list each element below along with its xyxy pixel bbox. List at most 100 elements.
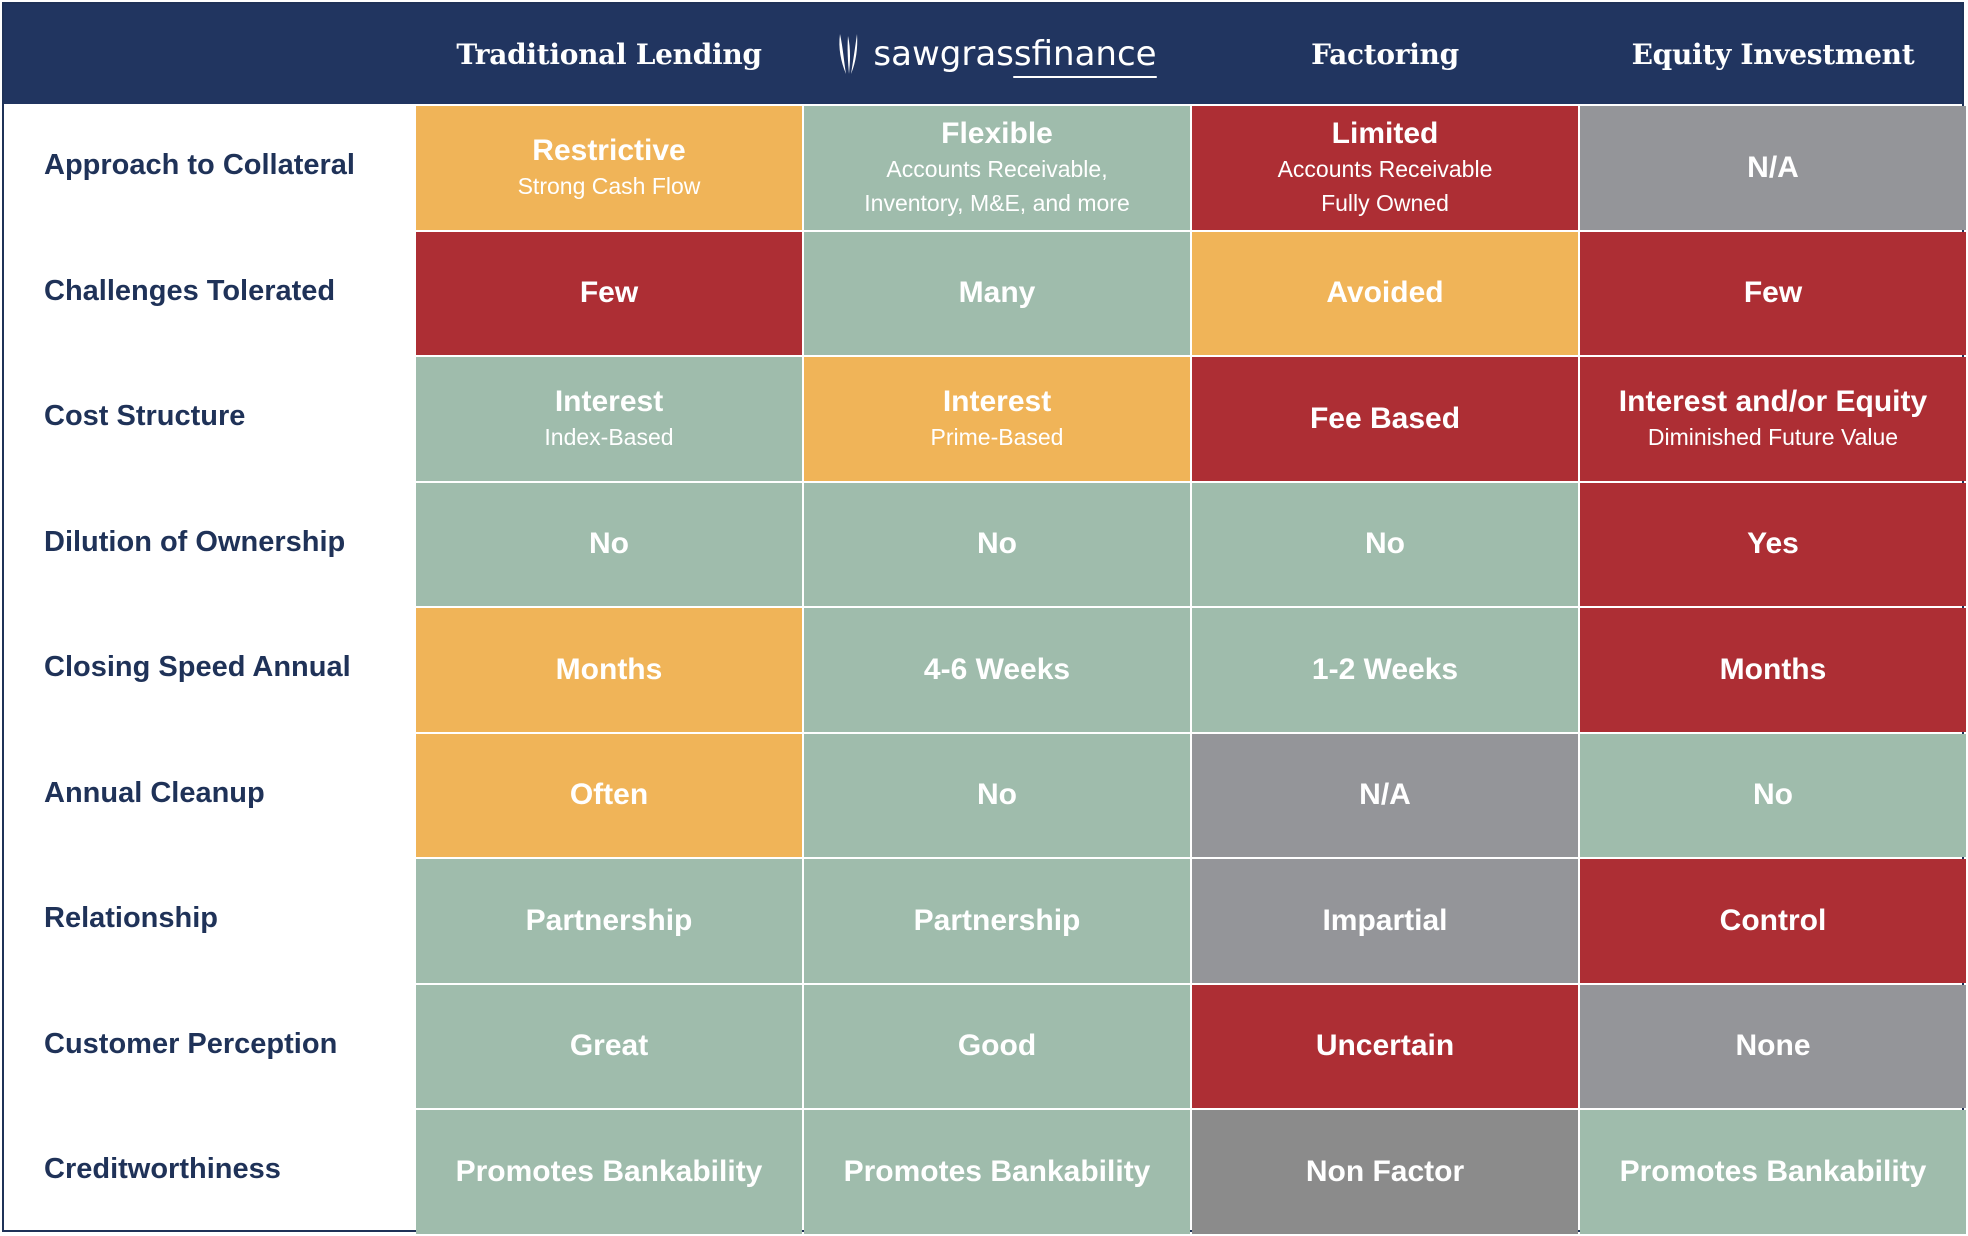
cell-value: Promotes Bankability (843, 1154, 1151, 1188)
cell-value: Non Factor (1305, 1154, 1465, 1188)
cell-value: Few (579, 276, 639, 310)
cell-subtext: Accounts Receivable (1277, 155, 1493, 182)
table-cell: N/A (1192, 733, 1578, 857)
table-cell: 1-2 Weeks (1192, 608, 1578, 732)
table-cell: Great (416, 984, 802, 1108)
cell-value: N/A (1359, 778, 1411, 812)
cell-subtext: Diminished Future Value (1647, 423, 1899, 450)
cell-subtext: Strong Cash Flow (517, 172, 701, 199)
sawgrass-finance-logo: sawgrassfinance (837, 32, 1157, 78)
logo-word-sawgrass: sawgrass (873, 34, 1032, 74)
cell-value: Interest and/or Equity (1618, 384, 1928, 418)
header-label: Factoring (1311, 37, 1459, 71)
row-label-challenges-tolerated: Challenges Tolerated (44, 274, 336, 307)
table-cell: Good (804, 984, 1190, 1108)
cell-value: 4-6 Weeks (923, 652, 1071, 686)
row-label-relationship: Relationship (44, 902, 219, 935)
table-cell: Promotes Bankability (1580, 1110, 1966, 1234)
grass-blades-icon (839, 34, 858, 74)
table-cell: Partnership (804, 859, 1190, 983)
cell-value: Partnership (525, 903, 693, 937)
cell-value: Many (958, 276, 1036, 310)
row-label-customer-perception: Customer Perception (44, 1027, 338, 1060)
table-cell: Restrictive Strong Cash Flow (416, 106, 802, 230)
cell-value: No (1753, 778, 1793, 812)
table-cell: Fee Based (1192, 357, 1578, 481)
header-label: Traditional Lending (456, 37, 762, 71)
row-label-approach-to-collateral: Approach to Collateral (44, 149, 355, 182)
table-cell: 4-6 Weeks (804, 608, 1190, 732)
row-label-closing-speed-annual: Closing Speed Annual (44, 651, 351, 684)
table-cell: Interest and/or Equity Diminished Future … (1580, 357, 1966, 481)
table-cell: Impartial (1192, 859, 1578, 983)
cell-value: N/A (1747, 150, 1799, 184)
row-label-dilution-of-ownership: Dilution of Ownership (44, 525, 346, 558)
cell-value: No (977, 778, 1017, 812)
cell-value: Restrictive (532, 133, 686, 167)
logo-underline (1013, 76, 1157, 78)
table-cell: Partnership (416, 859, 802, 983)
table-cell: No (804, 733, 1190, 857)
cell-value: No (977, 527, 1017, 561)
cell-value: Promotes Bankability (1619, 1154, 1927, 1188)
cell-value: Avoided (1326, 276, 1444, 310)
header-equity-investment: Equity Investment (1580, 4, 1966, 104)
table-cell: No (416, 482, 802, 606)
cell-value: Yes (1747, 527, 1799, 561)
table-cell: Promotes Bankability (416, 1110, 802, 1234)
cell-value: Control (1719, 903, 1827, 937)
table-cell: Promotes Bankability (804, 1110, 1190, 1234)
cell-value: Good (957, 1029, 1037, 1063)
logo-wordmark: sawgrassfinance (873, 34, 1157, 78)
row-label-annual-cleanup: Annual Cleanup (44, 776, 265, 809)
cell-subtext: Accounts Receivable, (886, 155, 1108, 182)
header-label: Equity Investment (1631, 37, 1915, 71)
table-header: Traditional Lending sawgrassfinance Fact… (4, 4, 1962, 104)
row-label-cost-structure: Cost Structure (44, 400, 246, 433)
cell-value: Limited (1331, 116, 1439, 150)
cell-value: 1-2 Weeks (1311, 652, 1459, 686)
table-cell: Months (1580, 608, 1966, 732)
cell-subtext: Fully Owned (1321, 189, 1449, 216)
table-cell: Many (804, 231, 1190, 355)
table-cell: Flexible Accounts Receivable, Inventory, M… (804, 106, 1190, 230)
table-cell: Control (1580, 859, 1966, 983)
table-cell: Often (416, 733, 802, 857)
cell-subtext: Index-Based (544, 423, 674, 450)
cell-value: Often (569, 778, 649, 812)
header-factoring: Factoring (1192, 4, 1578, 104)
header-traditional-lending: Traditional Lending (416, 4, 802, 104)
cell-value: Few (1743, 276, 1803, 310)
cell-value: Uncertain (1315, 1029, 1455, 1063)
table-cell: Non Factor (1192, 1110, 1578, 1234)
table-cell: None (1580, 984, 1966, 1108)
table-cell: No (1580, 733, 1966, 857)
table-cell: Avoided (1192, 231, 1578, 355)
table-cell: Limited Accounts Receivable Fully Owned (1192, 106, 1578, 230)
logo-word-finance: finance (1031, 34, 1157, 74)
table-cell: Few (1580, 231, 1966, 355)
cell-value: Impartial (1322, 903, 1448, 937)
table-cell: Few (416, 231, 802, 355)
cell-value: Fee Based (1309, 401, 1461, 435)
table-cell: N/A (1580, 106, 1966, 230)
row-label-creditworthiness: Creditworthiness (44, 1153, 281, 1186)
cell-value: Interest (942, 384, 1052, 418)
cell-value: Flexible (941, 116, 1053, 150)
header-sawgrass-finance: sawgrassfinance (804, 4, 1190, 104)
cell-value: None (1735, 1029, 1811, 1063)
table-cell: No (1192, 482, 1578, 606)
table-cell: Interest Index-Based (416, 357, 802, 481)
cell-value: No (589, 527, 629, 561)
table-cell: No (804, 482, 1190, 606)
cell-subtext: Prime-Based (930, 423, 1064, 450)
table-cell: Yes (1580, 482, 1966, 606)
cell-subtext: Inventory, M&E, and more (864, 189, 1130, 216)
table-cell: Interest Prime-Based (804, 357, 1190, 481)
cell-value: Months (1719, 652, 1827, 686)
table-cell: Months (416, 608, 802, 732)
cell-value: Interest (554, 384, 664, 418)
cell-value: Partnership (913, 903, 1081, 937)
cell-value: Months (555, 652, 663, 686)
